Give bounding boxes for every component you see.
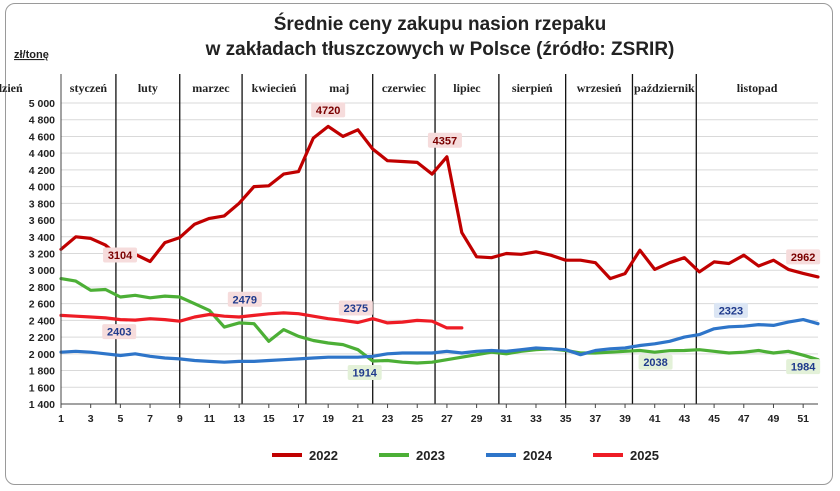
month-label: sierpień xyxy=(512,81,553,95)
month-label: styczeń xyxy=(70,81,108,95)
series-lines xyxy=(59,124,820,365)
month-label: maj xyxy=(329,81,349,95)
data-label: 2323 xyxy=(719,305,743,317)
x-tick-label: 9 xyxy=(177,413,183,425)
data-label: 2403 xyxy=(107,327,131,339)
x-tick-label: 29 xyxy=(471,413,483,425)
y-tick-label: 3 400 xyxy=(29,232,55,244)
data-label-box xyxy=(311,102,346,118)
month-label: październik xyxy=(634,81,695,95)
x-tick-label: 21 xyxy=(352,413,364,425)
series-line-2024 xyxy=(59,318,820,364)
x-tick-label: 1 xyxy=(58,413,64,425)
data-label-box xyxy=(713,302,748,318)
month-label: listopad xyxy=(737,81,778,95)
x-tick-label: 23 xyxy=(382,413,394,425)
data-label-box xyxy=(338,300,373,316)
x-tick-label: 27 xyxy=(441,413,453,425)
y-tick-label: 2 600 xyxy=(29,299,55,311)
y-tick-label: 4 800 xyxy=(29,115,55,127)
data-label-box xyxy=(786,249,821,265)
data-label-box xyxy=(786,359,821,375)
x-tick-label: 7 xyxy=(147,413,153,425)
data-label-box xyxy=(638,354,673,370)
x-tick-label: 51 xyxy=(797,413,809,425)
data-label-box xyxy=(103,247,138,263)
y-tick-label: 4 400 xyxy=(29,148,55,160)
x-tick-label: 5 xyxy=(117,413,123,425)
x-tick-label: 43 xyxy=(679,413,691,425)
y-tick-label: 3 000 xyxy=(29,265,55,277)
month-label: grudzień xyxy=(0,81,23,95)
x-tick-label: 31 xyxy=(500,413,512,425)
x-tick-label: 37 xyxy=(590,413,602,425)
data-label-box xyxy=(102,324,137,340)
y-tick-label: 1 800 xyxy=(29,366,55,378)
series-line-2023 xyxy=(59,277,820,365)
data-label: 4357 xyxy=(433,135,457,147)
data-label: 1984 xyxy=(791,362,816,374)
data-label: 4720 xyxy=(316,105,340,117)
x-tick-label: 35 xyxy=(560,413,572,425)
x-tick-label: 39 xyxy=(619,413,631,425)
y-tick-label: 4 200 xyxy=(29,165,55,177)
data-label-box xyxy=(227,291,262,307)
y-tick-label: 2 800 xyxy=(29,282,55,294)
x-tick-label: 25 xyxy=(411,413,423,425)
data-label: 3104 xyxy=(108,250,133,262)
month-label: marzec xyxy=(192,81,230,95)
x-tick-label: 19 xyxy=(322,413,334,425)
y-tick-label: 4 600 xyxy=(29,131,55,143)
series-line-2025 xyxy=(59,311,464,330)
x-tick-label: 17 xyxy=(293,413,305,425)
y-tick-label: 2 000 xyxy=(29,349,55,361)
x-tick-label: 49 xyxy=(768,413,780,425)
x-tick-label: 45 xyxy=(708,413,720,425)
legend-label: 2022 xyxy=(309,448,338,463)
axes: 1 400 1 600 1 800 2 000 2 200 2 400 2 600 2 800… xyxy=(29,74,818,425)
chart-title-line1: Średnie ceny zakupu nasion rzepaku xyxy=(274,13,607,35)
legend-label: 2025 xyxy=(630,448,659,463)
y-tick-label: 2 400 xyxy=(29,315,55,327)
data-label: 2479 xyxy=(233,294,257,306)
x-tick-label: 47 xyxy=(738,413,750,425)
x-tick-label: 3 xyxy=(88,413,94,425)
legend-label: 2023 xyxy=(416,448,445,463)
data-labels: 4720 4357 3104 2962 2403 2479 2375 2323 1914 2038… xyxy=(102,102,821,381)
y-tick-label: 1 600 xyxy=(29,382,55,394)
chart-frame xyxy=(5,3,833,485)
x-tick-label: 41 xyxy=(649,413,661,425)
x-tick-label: 33 xyxy=(530,413,542,425)
y-tick-label: 1 400 xyxy=(29,399,55,411)
legend-label: 2024 xyxy=(523,448,553,463)
month-bands: styczeń luty marzec kwiecień maj czerwiec lipi… xyxy=(0,74,778,404)
month-label: lipiec xyxy=(453,81,481,95)
y-tick-label: 3 200 xyxy=(29,249,55,261)
data-label: 2038 xyxy=(643,357,667,369)
month-label: czerwiec xyxy=(382,81,427,95)
data-label: 2375 xyxy=(344,303,368,315)
y-tick-label: 3 600 xyxy=(29,215,55,227)
data-label-box xyxy=(427,132,462,148)
x-tick-label: 15 xyxy=(263,413,275,425)
y-axis-label: zł/tonę xyxy=(14,49,49,61)
data-label: 1914 xyxy=(352,368,377,380)
x-tick-label: 13 xyxy=(233,413,245,425)
x-tick-label: 11 xyxy=(204,413,215,425)
month-label: kwiecień xyxy=(252,81,297,95)
month-label: luty xyxy=(138,81,158,95)
data-label: 2962 xyxy=(791,252,815,264)
y-tick-label: 4 000 xyxy=(29,182,55,194)
month-label: wrzesień xyxy=(577,81,622,95)
legend: 2022 2023 2024 2025 xyxy=(272,448,659,463)
data-label-box xyxy=(347,365,382,381)
y-tick-label: 2 200 xyxy=(29,332,55,344)
y-tick-label: 5 000 xyxy=(29,98,55,110)
y-tick-label: 3 800 xyxy=(29,198,55,210)
series-line-2022 xyxy=(59,124,820,281)
chart-title-line2: w zakładach tłuszczowych w Polsce (źródł… xyxy=(205,39,675,60)
